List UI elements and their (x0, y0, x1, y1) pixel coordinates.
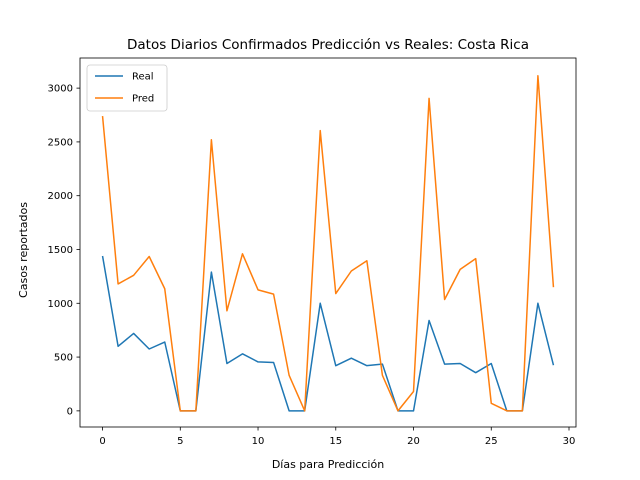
y-tick-label: 0 (67, 406, 73, 417)
y-tick-label: 2500 (48, 137, 73, 148)
x-tick-label: 0 (99, 436, 105, 447)
chart-title: Datos Diarios Confirmados Predicción vs … (127, 37, 529, 53)
x-tick-label: 25 (485, 436, 498, 447)
x-tick-label: 10 (252, 436, 265, 447)
x-tick-label: 15 (329, 436, 342, 447)
series-line-pred (101, 75, 555, 412)
legend-box (86, 64, 168, 112)
y-axis-label: Casos reportados (17, 202, 30, 298)
legend-label-real: Real (132, 72, 154, 83)
x-tick-label: 30 (563, 436, 576, 447)
legend: Real Pred (86, 64, 168, 112)
x-tick-label: 20 (407, 436, 420, 447)
y-tick-label: 2000 (48, 191, 73, 202)
x-tick-label: 5 (177, 436, 183, 447)
y-tick-label: 1500 (48, 245, 73, 256)
series-line-real (101, 255, 555, 412)
plot-area: 0 5 10 15 20 25 30 0 500 1000 1500 2000 2500 3000 (48, 57, 577, 447)
y-tick-label: 1000 (48, 299, 73, 310)
legend-label-pred: Pred (132, 94, 154, 105)
y-tick-label: 3000 (48, 84, 73, 95)
x-axis-label: Días para Predicción (272, 458, 384, 471)
y-tick-label: 500 (54, 353, 73, 364)
plot-frame (79, 57, 577, 428)
